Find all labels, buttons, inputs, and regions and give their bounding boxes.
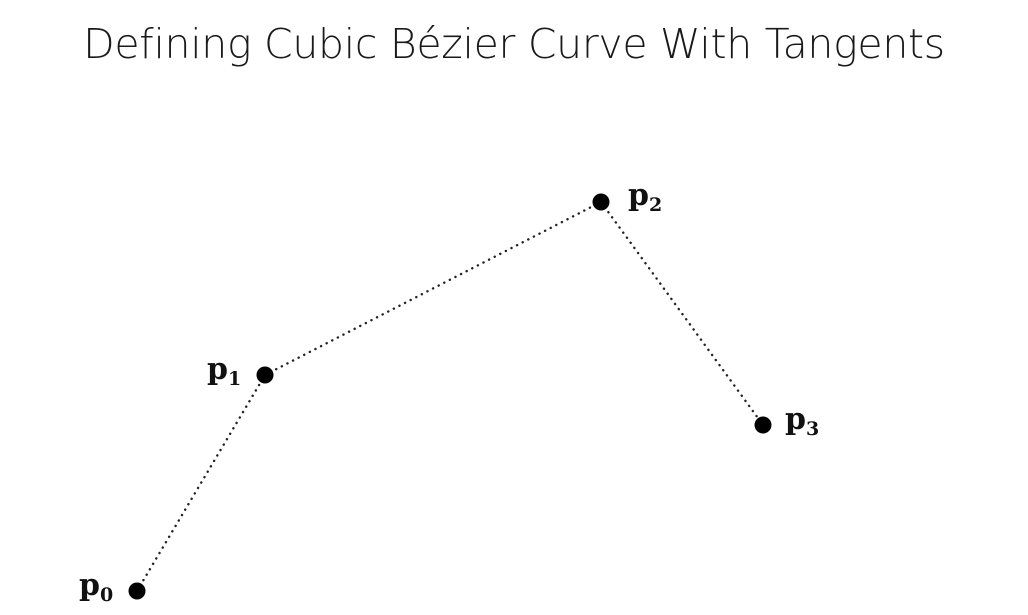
control-point-p3 (754, 416, 772, 434)
label-p2: p2 (628, 178, 662, 216)
label-p1: p1 (207, 352, 241, 390)
control-point-p0 (128, 582, 146, 600)
label-p1-base: p (207, 352, 228, 387)
segment-p1-p2 (263, 200, 603, 377)
slide-title: Defining Cubic Bézier Curve With Tangent… (83, 20, 945, 68)
label-p3: p3 (785, 402, 819, 440)
label-p0-base: p (79, 568, 100, 603)
label-p3-base: p (785, 402, 806, 437)
segment-p0-p1 (135, 373, 267, 593)
segment-p2-p3 (599, 200, 765, 427)
label-p3-subscript: 3 (806, 418, 819, 440)
label-p1-subscript: 1 (228, 368, 241, 390)
label-p0-subscript: 0 (100, 584, 113, 606)
label-p2-base: p (628, 178, 649, 213)
label-p0: p0 (79, 568, 113, 606)
control-point-p2 (592, 193, 610, 211)
control-point-p1 (256, 366, 274, 384)
label-p2-subscript: 2 (649, 194, 662, 216)
